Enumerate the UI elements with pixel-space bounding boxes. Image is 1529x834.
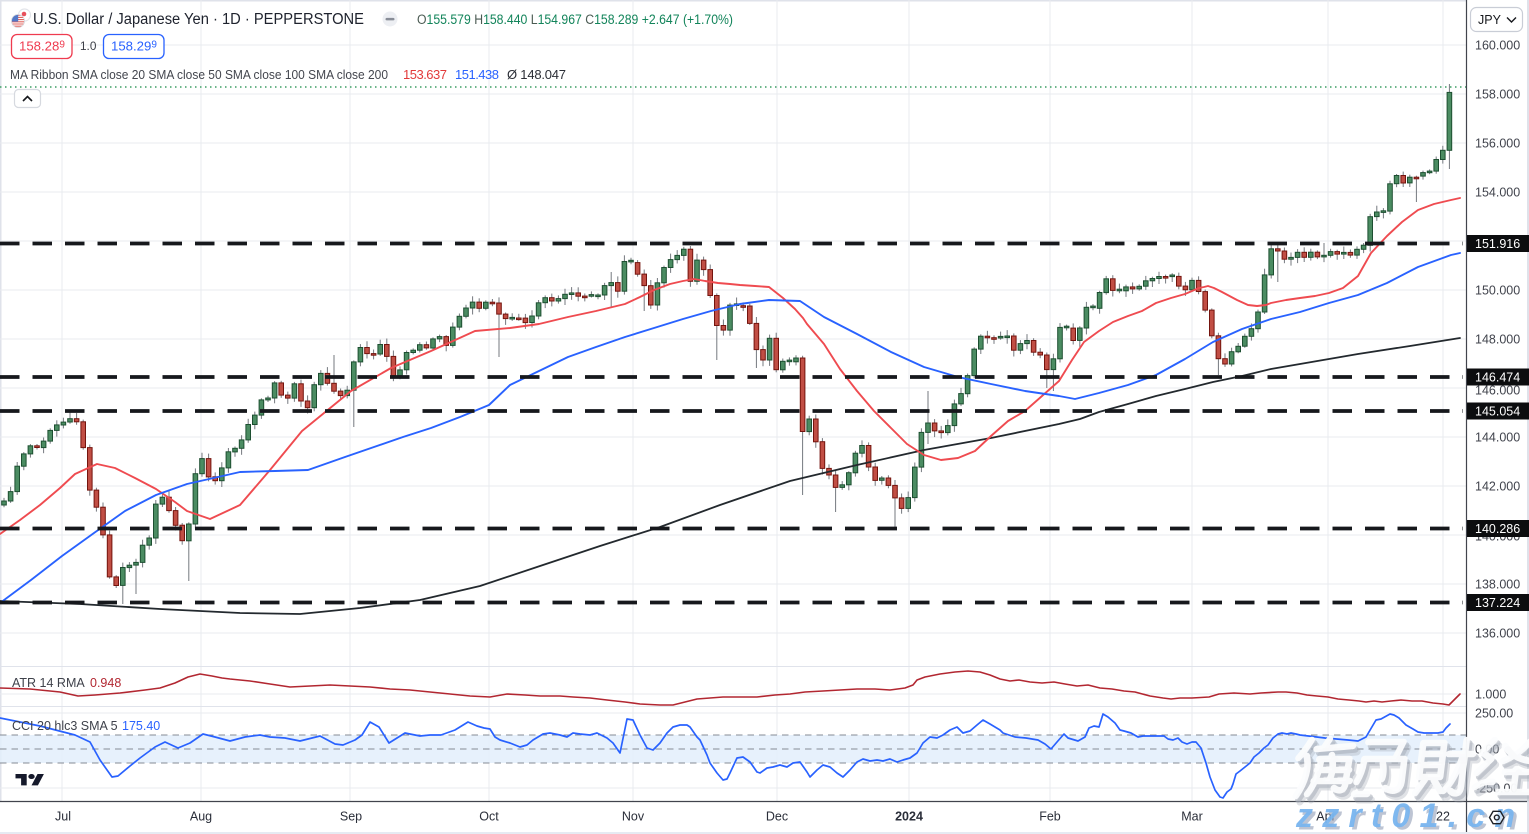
svg-text:158.299: 158.299 bbox=[111, 39, 157, 54]
svg-text:JPY: JPY bbox=[1478, 13, 1502, 27]
svg-text:158.289: 158.289 bbox=[19, 39, 65, 54]
svg-text:Oct: Oct bbox=[479, 810, 499, 824]
svg-text:Apr: Apr bbox=[1316, 810, 1335, 824]
svg-text:151.916: 151.916 bbox=[1475, 237, 1520, 251]
svg-text:148.000: 148.000 bbox=[1475, 333, 1520, 347]
svg-text:zzrt01.cn: zzrt01.cn bbox=[1298, 800, 1527, 834]
svg-text:Feb: Feb bbox=[1039, 810, 1061, 824]
svg-text:Aug: Aug bbox=[190, 810, 212, 824]
svg-text:2024: 2024 bbox=[895, 810, 923, 824]
svg-text:137.224: 137.224 bbox=[1475, 596, 1520, 610]
svg-text:Jul: Jul bbox=[55, 810, 71, 824]
svg-text:150.000: 150.000 bbox=[1475, 284, 1520, 298]
svg-text:154.000: 154.000 bbox=[1475, 186, 1520, 200]
svg-text:Ø 148.047: Ø 148.047 bbox=[507, 67, 566, 82]
svg-text:MA Ribbon SMA close 20 SMA clo: MA Ribbon SMA close 20 SMA close 50 SMA … bbox=[10, 67, 388, 82]
svg-text:Nov: Nov bbox=[622, 810, 645, 824]
svg-text:U.S. Dollar / Japanese Yen · 1: U.S. Dollar / Japanese Yen · 1D · PEPPER… bbox=[33, 11, 364, 28]
svg-text:175.40: 175.40 bbox=[122, 719, 160, 733]
svg-text:O155.579 H158.440 L154.967 C15: O155.579 H158.440 L154.967 C158.289 +2.6… bbox=[417, 12, 733, 27]
svg-text:1.0: 1.0 bbox=[80, 39, 97, 53]
svg-text:zzrt01.cn: zzrt01.cn bbox=[1295, 797, 1524, 834]
svg-text:140.286: 140.286 bbox=[1475, 522, 1520, 536]
svg-text:153.637: 153.637 bbox=[403, 67, 447, 82]
svg-text:250.00: 250.00 bbox=[1475, 707, 1513, 721]
svg-text:Mar: Mar bbox=[1181, 810, 1203, 824]
svg-text:146.474: 146.474 bbox=[1475, 371, 1520, 385]
svg-text:Sep: Sep bbox=[340, 810, 362, 824]
svg-text:1.000: 1.000 bbox=[1475, 688, 1506, 702]
svg-text:CCI 20 hlc3 SMA 5: CCI 20 hlc3 SMA 5 bbox=[12, 719, 118, 733]
svg-text:136.000: 136.000 bbox=[1475, 627, 1520, 641]
svg-text:0.948: 0.948 bbox=[90, 676, 121, 690]
svg-text:145.054: 145.054 bbox=[1475, 405, 1520, 419]
svg-text:146.000: 146.000 bbox=[1475, 384, 1520, 398]
svg-text:158.000: 158.000 bbox=[1475, 88, 1520, 102]
svg-text:22: 22 bbox=[1436, 810, 1450, 824]
svg-text:160.000: 160.000 bbox=[1475, 39, 1520, 53]
svg-text:Dec: Dec bbox=[766, 810, 788, 824]
svg-text:151.438: 151.438 bbox=[455, 67, 499, 82]
svg-text:156.000: 156.000 bbox=[1475, 137, 1520, 151]
svg-text:138.000: 138.000 bbox=[1475, 578, 1520, 592]
svg-text:142.000: 142.000 bbox=[1475, 480, 1520, 494]
svg-text:ATR 14 RMA: ATR 14 RMA bbox=[12, 676, 85, 690]
svg-text:144.000: 144.000 bbox=[1475, 431, 1520, 445]
